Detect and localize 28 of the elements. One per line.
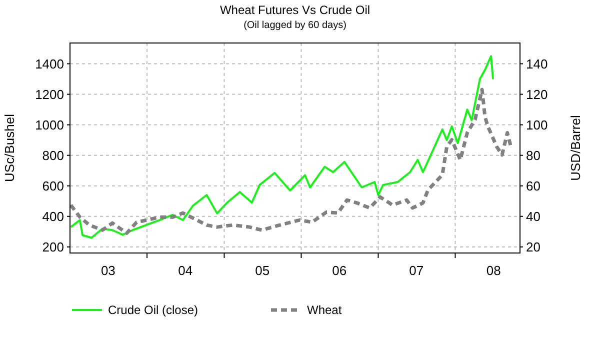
y2-tick-label: 20 bbox=[526, 239, 540, 254]
y2-tick-label: 60 bbox=[526, 178, 540, 194]
y2-tick-label: 120 bbox=[526, 86, 548, 102]
y-axis-title: USc/Bushel bbox=[2, 114, 17, 182]
x-tick-label: 05 bbox=[255, 263, 270, 278]
line-series bbox=[70, 55, 494, 239]
x-tick-label: 06 bbox=[332, 263, 347, 278]
y-tick-label: 1400 bbox=[35, 56, 64, 72]
x-tick-label: 04 bbox=[178, 263, 193, 278]
y2-tick-label: 140 bbox=[526, 56, 548, 72]
y-tick-label: 1200 bbox=[35, 86, 64, 102]
line-series bbox=[69, 88, 513, 235]
chart-title: Wheat Futures Vs Crude Oil bbox=[220, 3, 370, 17]
y-tick-label: 1000 bbox=[35, 117, 64, 132]
y2-axis-title: USD/Barrel bbox=[568, 115, 583, 181]
y2-tick-label: 100 bbox=[526, 117, 548, 132]
legend-label: Wheat bbox=[307, 303, 342, 318]
y2-tick-label: 40 bbox=[526, 208, 540, 224]
y-tick-label: 800 bbox=[42, 148, 64, 163]
y-tick-label: 400 bbox=[42, 208, 64, 224]
x-tick-label: 07 bbox=[409, 263, 424, 278]
chart-subtitle: (Oil lagged by 60 days) bbox=[244, 20, 346, 31]
legend-label: Crude Oil (close) bbox=[108, 303, 198, 318]
y-tick-label: 200 bbox=[42, 239, 64, 254]
x-tick-label: 03 bbox=[100, 263, 116, 278]
y-tick-label: 600 bbox=[42, 178, 64, 194]
y2-tick-label: 80 bbox=[526, 148, 540, 163]
x-tick-label: 08 bbox=[486, 263, 501, 278]
